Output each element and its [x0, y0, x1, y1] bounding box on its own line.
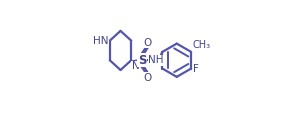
Text: S: S	[138, 54, 146, 67]
Text: O: O	[143, 38, 151, 48]
Text: O: O	[143, 73, 151, 83]
Text: N: N	[132, 61, 140, 71]
Text: CH₃: CH₃	[193, 40, 211, 50]
Text: F: F	[193, 64, 199, 74]
Text: NH: NH	[148, 55, 164, 65]
Text: HN: HN	[93, 36, 109, 46]
